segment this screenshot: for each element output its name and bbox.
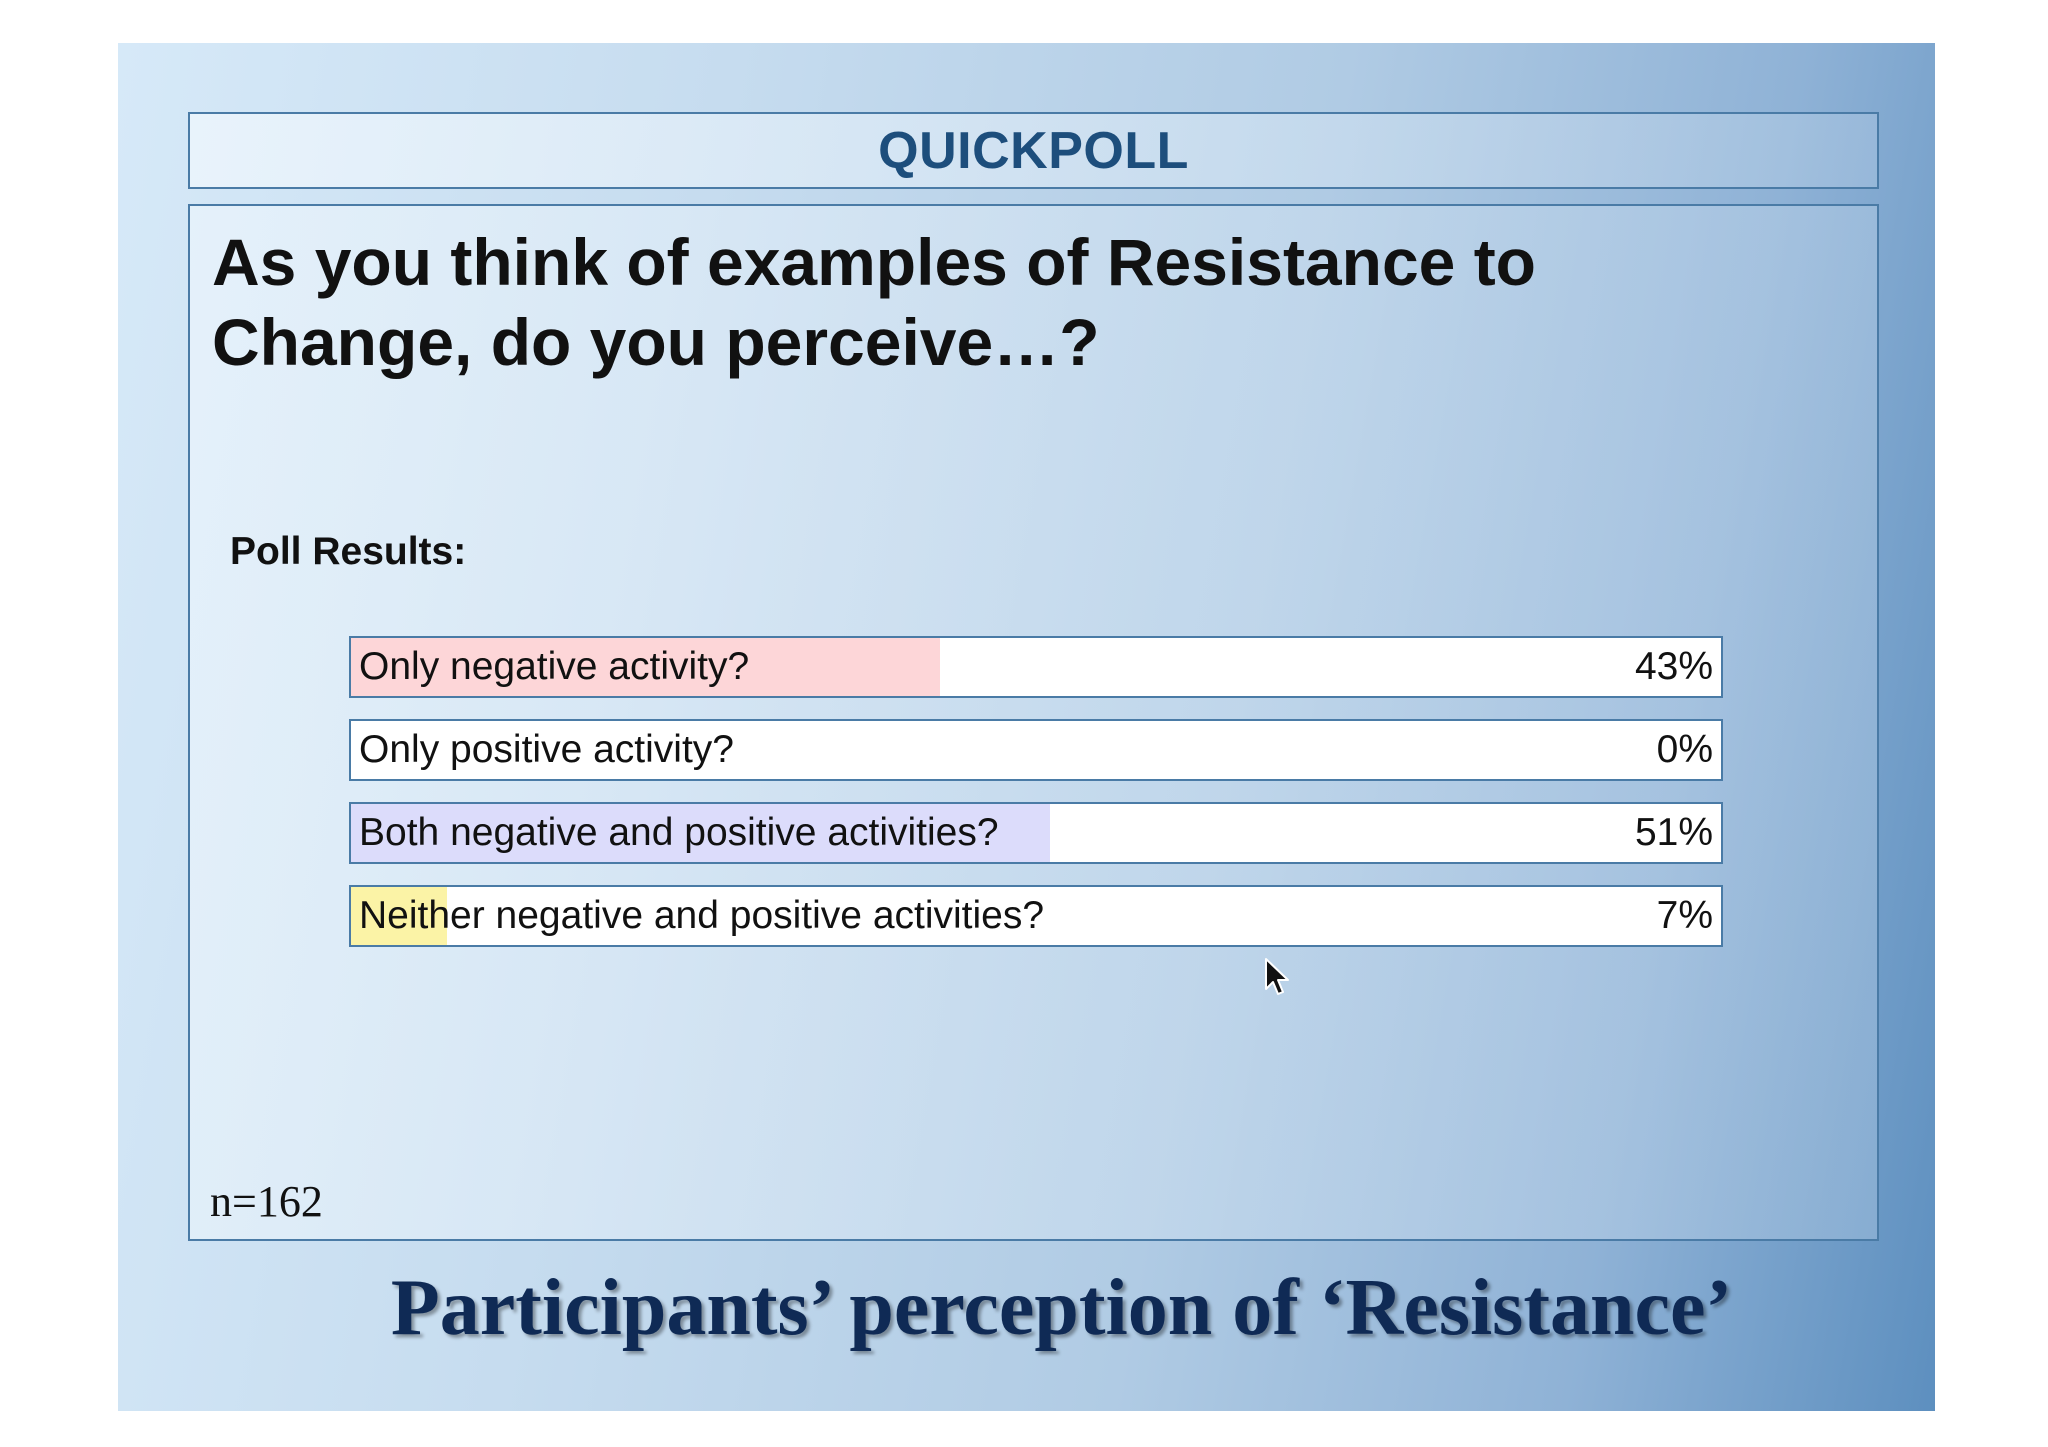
poll-result-bar (351, 887, 447, 945)
poll-result-bar (351, 804, 1050, 862)
poll-panel: As you think of examples of Resistance t… (188, 204, 1879, 1241)
poll-result-label: Only positive activity? (359, 728, 734, 771)
title-box: QUICKPOLL (188, 112, 1879, 189)
poll-result-bar (351, 638, 941, 696)
poll-result-value: 0% (1656, 728, 1713, 771)
poll-result-row: Only positive activity? 0% (349, 719, 1723, 781)
poll-result-value: 7% (1656, 894, 1713, 937)
sample-size-label: n=162 (210, 1177, 323, 1226)
poll-result-label: Only negative activity? (359, 645, 750, 688)
slide-caption: Participants’ perception of ‘Resistance’ (390, 1264, 1733, 1352)
poll-result-label: Neither negative and positive activities… (359, 894, 1045, 937)
mouse-pointer-icon (1265, 958, 1289, 995)
poll-result-row: Both negative and positive activities? 51… (349, 802, 1723, 864)
poll-result-value: 43% (1634, 645, 1713, 688)
poll-result-row: Only negative activity? 43% (349, 636, 1723, 698)
poll-result-value: 51% (1634, 811, 1713, 854)
poll-result-label: Both negative and positive activities? (359, 811, 999, 854)
poll-results-label: Poll Results: (230, 530, 467, 573)
poll-question: As you think of examples of Resistance t… (212, 225, 1536, 379)
poll-result-row: Neither negative and positive activities… (349, 885, 1723, 947)
slide: QUICKPOLL As you think of examples of Re… (118, 43, 1935, 1411)
poll-results-chart: Only negative activity? 43% Only positive … (349, 636, 1723, 968)
slide-title: QUICKPOLL (878, 121, 1189, 180)
